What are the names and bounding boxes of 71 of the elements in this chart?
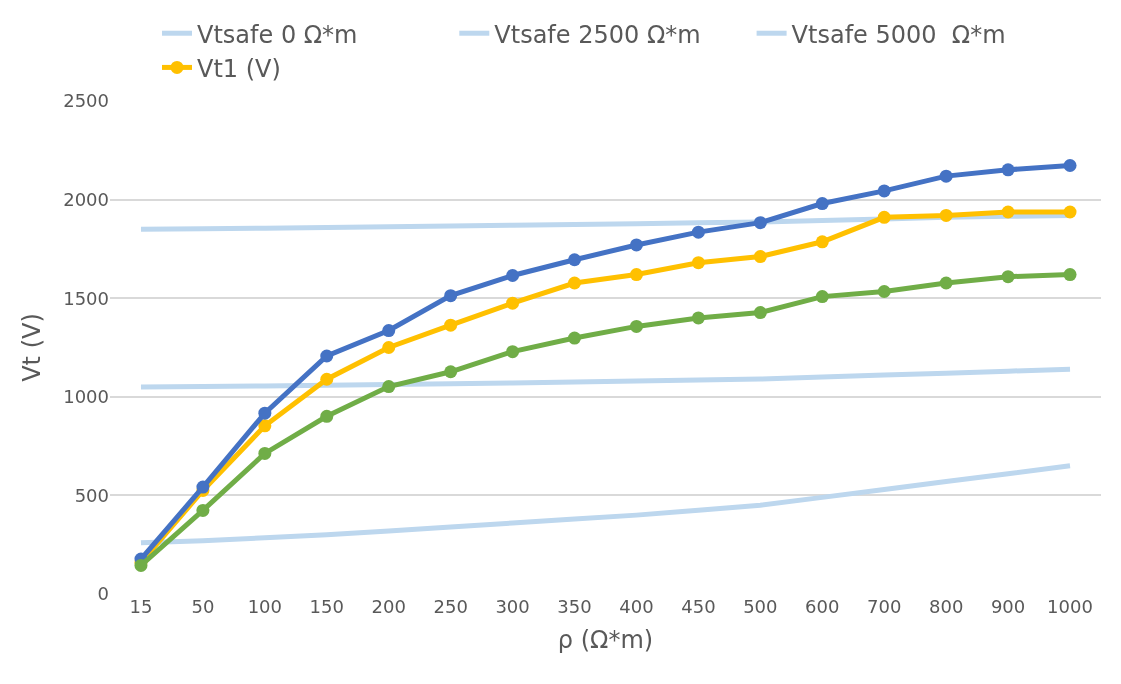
point — [691, 225, 705, 239]
point — [629, 238, 643, 252]
point — [877, 285, 891, 298]
point — [753, 216, 767, 230]
y-tick-label: 0 — [97, 583, 109, 605]
x-tick-label: 900 — [990, 596, 1026, 617]
point — [444, 318, 458, 332]
point — [939, 276, 953, 290]
point — [320, 409, 334, 423]
point — [1001, 205, 1015, 219]
x-tick-label: 450 — [681, 596, 716, 617]
x-tick-label: 700 — [867, 596, 902, 617]
y-tick-label: 2500 — [63, 90, 109, 112]
x-tick-label: 1000 — [1047, 596, 1093, 617]
point — [815, 235, 829, 249]
point — [877, 210, 891, 224]
point — [258, 406, 272, 420]
point — [1063, 158, 1077, 172]
x-tick-label: 300 — [495, 596, 530, 617]
x-tick-label: 250 — [433, 596, 468, 617]
point — [1001, 163, 1015, 177]
y-tick-label: 1500 — [63, 287, 109, 309]
point — [444, 289, 458, 303]
point — [1063, 205, 1077, 219]
point — [877, 184, 891, 198]
x-tick-label: 400 — [619, 596, 654, 617]
x-tick-label: 350 — [557, 596, 592, 617]
x-tick-label: 200 — [371, 596, 406, 617]
point — [258, 419, 272, 433]
point — [506, 345, 520, 359]
y-tick-label: 2000 — [63, 188, 109, 210]
point — [939, 208, 953, 222]
point — [815, 290, 829, 304]
x-tick-label: 600 — [805, 596, 840, 617]
y-tick-label: 500 — [74, 484, 109, 506]
point — [568, 253, 582, 267]
point — [629, 319, 643, 333]
x-tick-label: 500 — [743, 596, 778, 617]
y-tick-label: 1000 — [63, 386, 109, 408]
point — [382, 324, 396, 338]
legend-label: Vt1 (V) — [197, 54, 281, 83]
x-axis-title: ρ (Ω*m) — [557, 626, 654, 655]
point — [320, 372, 334, 386]
point — [691, 311, 705, 325]
point — [196, 503, 210, 517]
legend-label: Vtsafe 2500 Ω*m — [494, 20, 701, 49]
point — [1063, 268, 1077, 282]
x-tick-label: 100 — [247, 596, 283, 617]
point — [258, 446, 272, 460]
point — [815, 197, 829, 211]
point — [506, 296, 520, 310]
point — [753, 250, 767, 264]
x-tick-label: 150 — [309, 596, 344, 617]
point — [506, 269, 520, 283]
point — [629, 268, 643, 282]
x-tick-label: 50 — [191, 596, 215, 617]
legend-label: Vtsafe 5000 Ω*m — [791, 20, 1006, 49]
point — [753, 306, 767, 320]
point — [691, 256, 705, 270]
point — [382, 341, 396, 354]
point — [382, 380, 396, 394]
legend-label: Vtsafe 0 Ω*m — [197, 20, 358, 49]
x-tick-label: 15 — [129, 596, 153, 617]
y-axis-title: Vt (V) — [18, 313, 47, 382]
point — [939, 169, 953, 183]
x-tick-label: 800 — [928, 596, 964, 617]
point — [1001, 270, 1015, 284]
point — [568, 276, 582, 290]
point — [444, 365, 458, 379]
point — [320, 349, 334, 363]
point — [568, 331, 582, 345]
